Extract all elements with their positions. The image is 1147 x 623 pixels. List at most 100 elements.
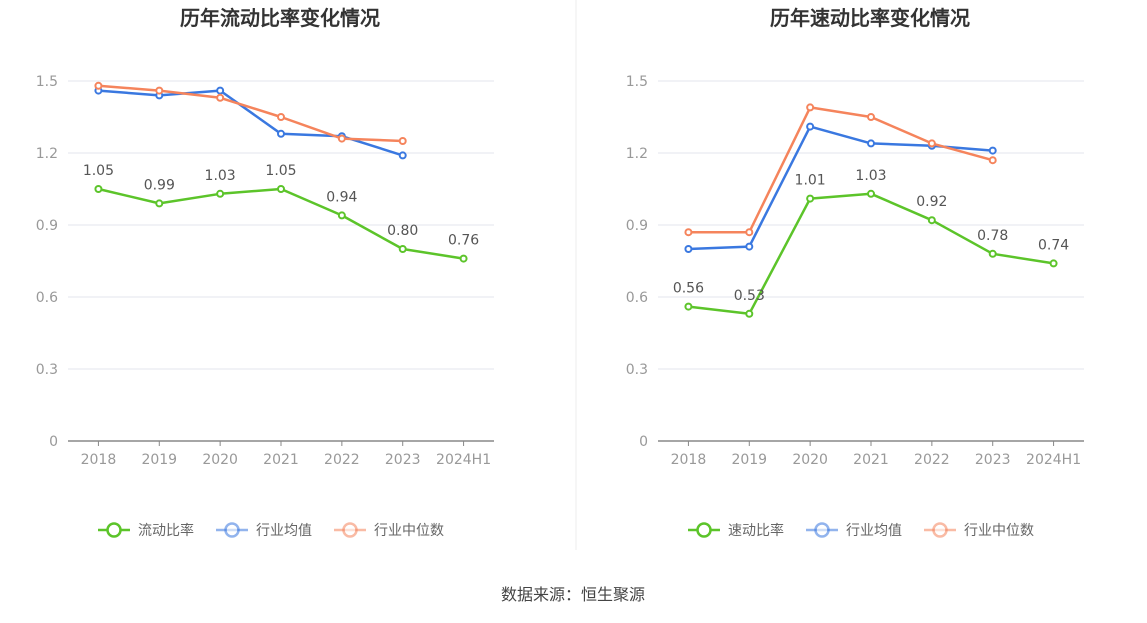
y-tick-label: 0 — [49, 434, 58, 450]
x-tick-label: 2024H1 — [436, 452, 491, 468]
data-point — [398, 245, 407, 253]
data-point — [806, 122, 815, 131]
data-point — [1049, 259, 1058, 268]
data-point — [927, 139, 936, 148]
data-point — [337, 211, 346, 220]
data-point — [684, 245, 693, 253]
x-tick-label: 2019 — [141, 452, 177, 468]
data-point — [337, 134, 346, 143]
legend-marker — [932, 522, 948, 538]
data-point — [398, 137, 407, 145]
legend-marker — [696, 522, 712, 538]
y-tick-label: 0.6 — [36, 290, 58, 306]
chart-title: 历年速动比率变化情况 — [770, 6, 970, 30]
data-point — [155, 86, 164, 95]
x-tick-label: 2023 — [385, 452, 421, 468]
data-point — [398, 151, 407, 160]
legend-item: 行业中位数 — [334, 522, 444, 539]
data-point — [216, 86, 225, 95]
data-point — [867, 113, 875, 121]
y-tick-label: 0.9 — [626, 218, 648, 234]
data-point — [806, 194, 815, 203]
data-point — [684, 302, 693, 311]
x-tick-label: 2018 — [81, 452, 117, 468]
data-point — [277, 129, 285, 138]
data-label: 0.53 — [734, 288, 765, 304]
data-label: 1.05 — [265, 163, 296, 179]
series-line — [98, 84, 403, 143]
x-tick-label: 2020 — [792, 452, 828, 468]
x-tick-label: 2021 — [853, 452, 889, 468]
data-point — [459, 254, 468, 263]
chart-1: 历年流动比率变化情况 0 0.3 0.6 0.9 1.2 1.5 2018 2019 2020 20… — [36, 6, 494, 539]
y-tick-label: 0 — [639, 434, 648, 450]
x-tick-label: 2022 — [324, 452, 360, 468]
legend-item: 行业均值 — [216, 522, 312, 539]
source-label: 数据来源：恒生聚源 — [501, 585, 645, 604]
x-tick-label: 2024H1 — [1026, 452, 1081, 468]
y-tick-label: 1.5 — [36, 74, 58, 90]
series-line — [98, 89, 404, 157]
data-point — [94, 185, 103, 193]
data-point — [745, 242, 754, 251]
data-point — [988, 249, 997, 258]
legend-label: 行业均值 — [256, 523, 312, 539]
series-line — [688, 125, 993, 251]
data-label: 1.03 — [205, 168, 236, 184]
series-line — [688, 106, 994, 234]
legend-marker — [224, 522, 240, 538]
data-point — [806, 103, 815, 112]
data-label: 0.94 — [326, 189, 357, 205]
x-tick-label: 2023 — [975, 452, 1011, 468]
data-label: 1.05 — [83, 163, 114, 179]
data-label: 0.92 — [916, 194, 947, 210]
data-point — [277, 113, 285, 121]
y-tick-label: 1.2 — [36, 146, 58, 162]
data-label: 0.80 — [387, 223, 418, 239]
legend-label: 行业中位数 — [374, 523, 444, 539]
legend-item: 行业中位数 — [924, 522, 1034, 539]
y-tick-label: 0.3 — [36, 362, 58, 378]
legend-item: 流动比率 — [98, 522, 194, 539]
data-point — [216, 189, 225, 198]
data-point — [745, 309, 754, 318]
legend-item: 速动比率 — [688, 522, 784, 539]
data-point — [867, 139, 875, 148]
legend-marker — [342, 522, 358, 538]
legend-label: 行业中位数 — [964, 523, 1034, 539]
data-label: 0.78 — [977, 228, 1008, 244]
y-tick-label: 0.3 — [626, 362, 648, 378]
y-tick-label: 0.9 — [36, 218, 58, 234]
x-tick-label: 2021 — [263, 452, 299, 468]
data-point — [988, 146, 997, 155]
data-label: 0.99 — [144, 177, 175, 193]
data-label: 1.03 — [855, 168, 886, 184]
chart-title: 历年流动比率变化情况 — [180, 6, 380, 30]
legend-marker — [814, 522, 830, 538]
x-tick-label: 2019 — [731, 452, 767, 468]
x-tick-label: 2022 — [914, 452, 950, 468]
data-point — [988, 156, 997, 165]
y-tick-label: 1.2 — [626, 146, 648, 162]
legend-label: 速动比率 — [728, 522, 784, 539]
x-tick-label: 2020 — [202, 452, 238, 468]
data-point — [927, 216, 936, 225]
legend-label: 流动比率 — [138, 522, 194, 539]
data-point — [867, 189, 875, 198]
legend-item: 行业均值 — [806, 522, 902, 539]
legend: 速动比率 行业均值 行业中位数 — [688, 522, 1034, 539]
data-point — [745, 228, 754, 237]
legend: 流动比率 行业均值 行业中位数 — [98, 522, 444, 539]
data-point — [216, 93, 225, 102]
data-point — [155, 199, 164, 208]
data-point — [94, 81, 103, 90]
legend-marker — [106, 522, 122, 538]
data-label: 0.74 — [1038, 237, 1069, 253]
data-label: 1.01 — [795, 173, 826, 189]
data-label: 0.76 — [448, 233, 479, 249]
data-point — [684, 228, 693, 237]
data-label: 0.56 — [673, 281, 704, 297]
x-tick-label: 2018 — [671, 452, 707, 468]
